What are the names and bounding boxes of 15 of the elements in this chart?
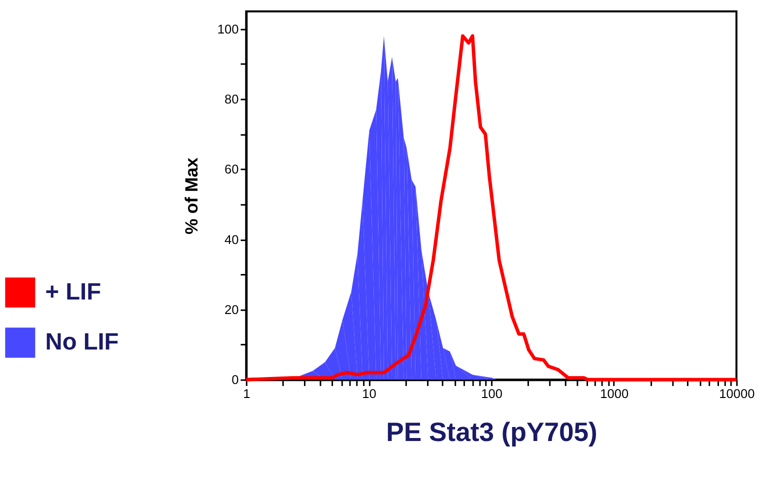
y-tick-label: 20 (224, 302, 239, 317)
x-tick-label: 1000 (600, 386, 629, 401)
legend-label: + LIF (45, 279, 102, 306)
x-tick-label: 100 (481, 386, 502, 401)
x-axis-title: PE Stat3 (pY705) (386, 417, 598, 448)
x-tick-label: 10000 (719, 386, 755, 401)
x-tick-label: 10 (362, 386, 376, 401)
y-tick-label: 60 (224, 162, 239, 177)
legend-label: No LIF (45, 330, 119, 356)
y-tick-label: 80 (224, 91, 239, 106)
y-tick-label: 100 (217, 21, 239, 36)
y-tick-label: 0 (232, 372, 239, 388)
y-axis-title: % of Max (182, 157, 202, 234)
y-tick-label: 40 (224, 232, 239, 247)
x-tick-label: 1 (243, 386, 250, 401)
